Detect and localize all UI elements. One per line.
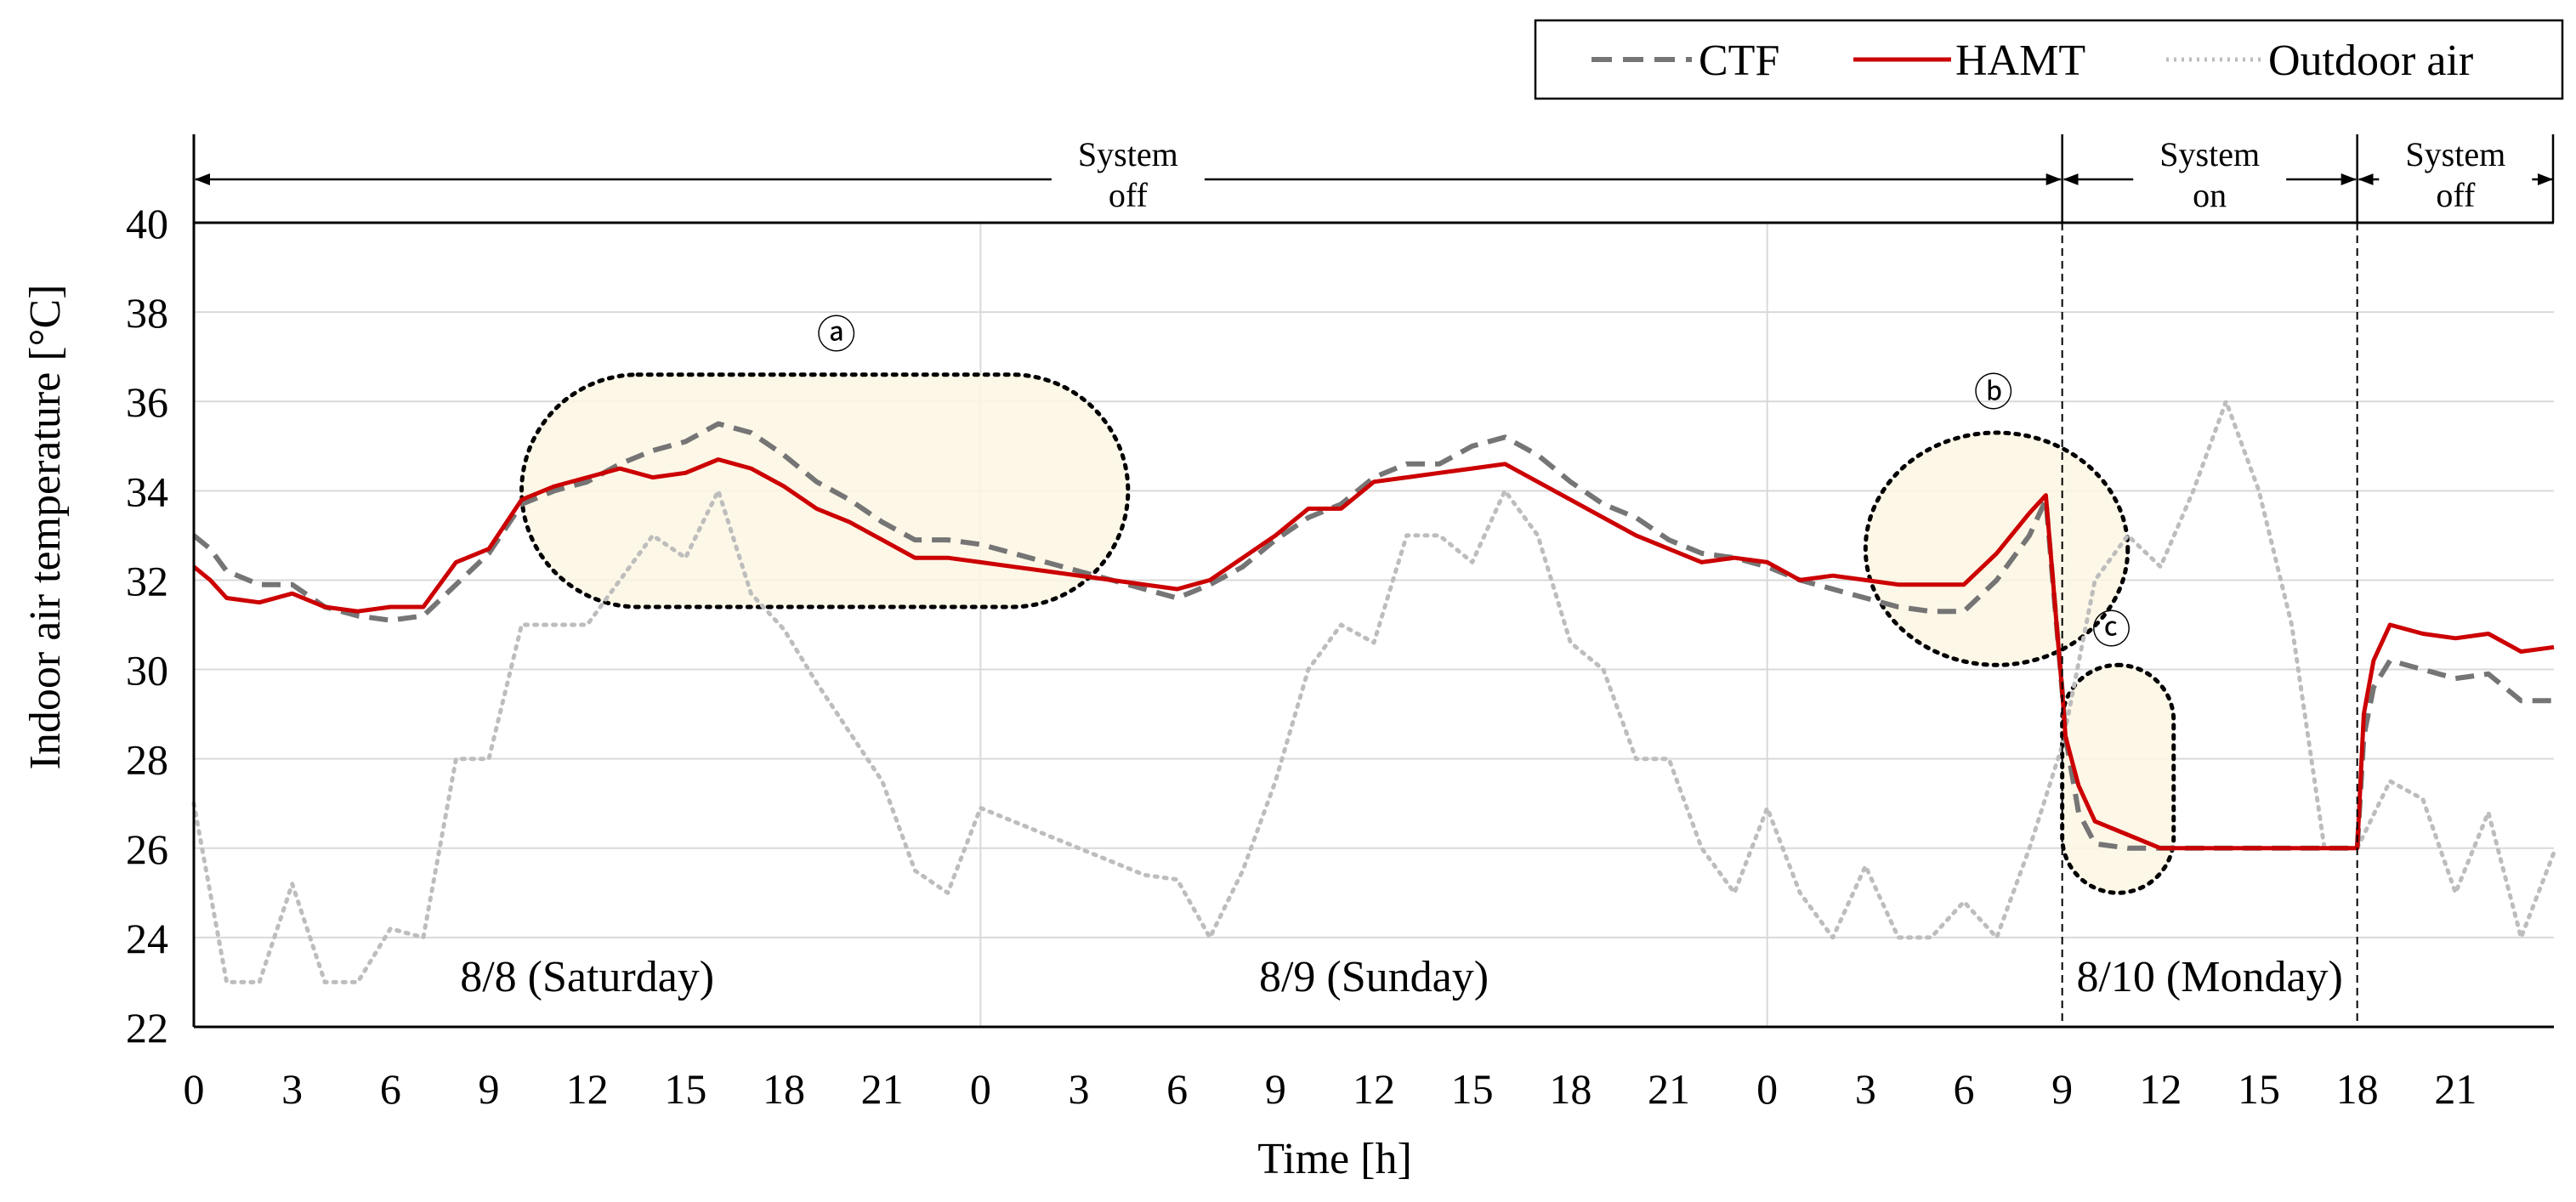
x-axis-label: Time [h] <box>1257 1135 1412 1183</box>
period-label-line1: System <box>2159 135 2260 173</box>
day-label: 8/9 (Sunday) <box>1259 953 1489 1001</box>
y-tick-label: 30 <box>126 647 168 695</box>
series-lines <box>191 399 2556 984</box>
x-tick-label: 3 <box>281 1065 303 1113</box>
plot-frame <box>192 134 2554 1029</box>
x-tick-label: 18 <box>1549 1065 1592 1113</box>
period-label-line2: off <box>1109 176 1149 214</box>
x-tick-label: 0 <box>1756 1065 1778 1113</box>
y-tick-label: 32 <box>126 557 168 604</box>
period-label-line2: off <box>2436 176 2476 214</box>
period-label-line1: System <box>2405 135 2505 173</box>
y-axis-label: Indoor air temperature [°C] <box>21 285 70 770</box>
day-labels: 8/8 (Saturday) 8/9 (Sunday) 8/10 (Monday) <box>460 953 2343 1001</box>
x-tick-label: 3 <box>1069 1065 1090 1113</box>
period-label-line1: System <box>1078 135 1178 173</box>
annotation-region <box>1863 430 2131 667</box>
x-tick-label: 6 <box>1166 1065 1188 1113</box>
annotation-label: ⓒ <box>2092 608 2131 651</box>
x-tick-label: 15 <box>2238 1065 2280 1113</box>
period-label-line2: on <box>2193 176 2227 214</box>
x-tick-label: 0 <box>184 1065 205 1113</box>
legend-outdoor-label: Outdoor air <box>2268 37 2473 85</box>
legend-ctf-label: CTF <box>1699 37 1779 85</box>
x-tick-label: 9 <box>2051 1065 2073 1113</box>
x-tick-label: 15 <box>1451 1065 1494 1113</box>
x-tick-label: 12 <box>2139 1065 2182 1113</box>
x-tick-label: 6 <box>380 1065 401 1113</box>
x-tick-label: 6 <box>1954 1065 1975 1113</box>
day-label: 8/8 (Saturday) <box>460 953 714 1001</box>
legend: CTF HAMT Outdoor air <box>1534 19 2564 100</box>
x-tick-label: 12 <box>1353 1065 1395 1113</box>
x-tick-label: 9 <box>479 1065 500 1113</box>
x-tick-label: 18 <box>763 1065 805 1113</box>
y-tick-label: 26 <box>126 825 168 873</box>
y-tick-label: 36 <box>126 378 168 426</box>
legend-hamt-label: HAMT <box>1955 37 2085 85</box>
x-tick-label: 9 <box>1265 1065 1286 1113</box>
series-line-outdoor-air <box>191 399 2556 984</box>
y-tick-label: 34 <box>126 468 168 515</box>
y-tick-label: 28 <box>126 736 168 784</box>
y-tick-label: 40 <box>126 200 168 247</box>
x-tick-label: 21 <box>1648 1065 1690 1113</box>
annotations: ⓐ ⓑ ⓒ <box>519 313 2176 895</box>
day-label: 8/10 (Monday) <box>2076 953 2342 1001</box>
series-line-hamt <box>192 457 2555 851</box>
legend-frame <box>1534 19 2564 100</box>
x-tick-label: 12 <box>566 1065 609 1113</box>
x-tick-label: 18 <box>2336 1065 2379 1113</box>
annotation-label: ⓑ <box>1974 371 2013 415</box>
x-tick-label: 3 <box>1855 1065 1876 1113</box>
y-tick-label: 38 <box>126 289 168 337</box>
y-tick-label: 24 <box>126 915 168 962</box>
x-tick-label: 15 <box>664 1065 706 1113</box>
y-tick-label: 22 <box>126 1004 168 1052</box>
x-tick-label: 21 <box>861 1065 904 1113</box>
annotation-label: ⓐ <box>817 313 856 356</box>
x-tick-label: 21 <box>2434 1065 2477 1113</box>
x-tick-label: 0 <box>970 1065 991 1113</box>
